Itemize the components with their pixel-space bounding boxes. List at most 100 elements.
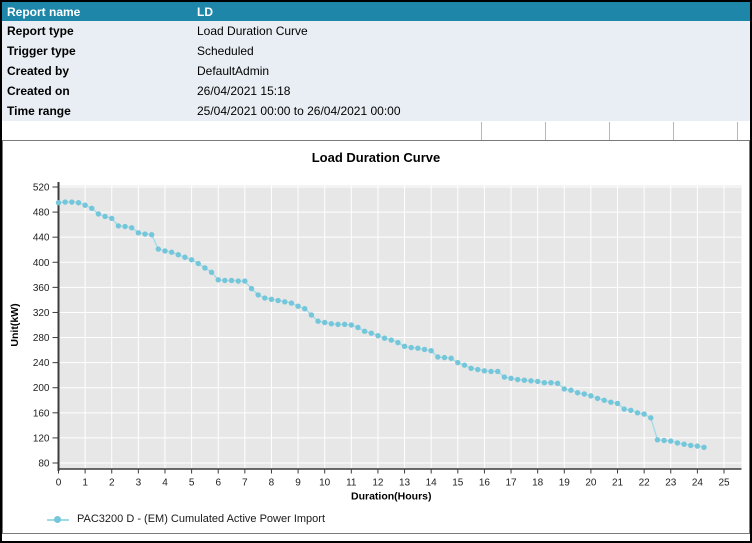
x-tick-label: 23 xyxy=(665,478,677,489)
data-point xyxy=(428,348,434,354)
data-point xyxy=(75,199,82,206)
x-tick-label: 2 xyxy=(109,478,115,489)
report-table-header-row: Report name LD xyxy=(2,2,750,21)
chart-panel: Load Duration Curve 80 120 160 200 240 280 320… xyxy=(2,140,750,534)
x-tick-label: 22 xyxy=(639,478,651,489)
data-point xyxy=(288,300,295,306)
data-point xyxy=(361,328,368,334)
row-label: Created by xyxy=(7,64,70,78)
data-point xyxy=(421,346,428,353)
data-point xyxy=(188,257,195,263)
data-point xyxy=(608,399,614,405)
data-point xyxy=(548,380,554,386)
data-point xyxy=(521,377,528,383)
data-point xyxy=(55,199,62,206)
data-point xyxy=(242,278,248,284)
row-value: DefaultAdmin xyxy=(197,64,270,78)
data-point xyxy=(275,297,281,304)
data-point xyxy=(488,368,494,375)
data-point xyxy=(202,265,208,271)
data-point xyxy=(415,345,421,351)
plot-area xyxy=(58,185,742,469)
data-point xyxy=(248,285,255,292)
data-point xyxy=(554,380,561,387)
x-tick-label: 21 xyxy=(612,478,624,489)
data-point xyxy=(162,248,168,254)
data-point xyxy=(282,299,288,305)
data-point xyxy=(468,365,474,371)
data-point xyxy=(168,249,175,255)
data-point xyxy=(155,246,162,252)
table-row: Created on 26/04/2021 15:18 xyxy=(2,81,750,101)
data-point xyxy=(222,277,228,284)
data-point xyxy=(375,332,381,339)
data-point xyxy=(148,231,155,238)
data-point xyxy=(601,397,607,403)
data-point xyxy=(95,211,102,217)
table-row: Report type Load Duration Curve xyxy=(2,21,750,41)
data-point xyxy=(661,437,667,444)
data-point xyxy=(455,359,461,366)
x-tick-label: 3 xyxy=(136,478,142,489)
x-tick-label: 24 xyxy=(692,478,704,489)
data-point xyxy=(561,386,567,392)
data-point xyxy=(508,375,514,382)
y-axis-title: Unit(kW) xyxy=(9,303,21,346)
data-point xyxy=(328,321,335,327)
data-point xyxy=(408,344,414,351)
data-point xyxy=(102,213,108,220)
data-point xyxy=(89,205,95,212)
data-point xyxy=(295,303,301,309)
x-tick-label: 15 xyxy=(452,478,464,489)
y-tick-label: 320 xyxy=(33,308,50,319)
data-point xyxy=(614,400,621,407)
x-tick-label: 16 xyxy=(479,478,491,489)
empty-grid-row xyxy=(2,121,750,140)
grid-separator xyxy=(481,122,482,140)
grid-separator xyxy=(609,122,610,140)
y-tick-label: 240 xyxy=(33,358,50,369)
x-tick-label: 25 xyxy=(718,478,730,489)
data-point xyxy=(235,278,241,284)
report-table-rows: Report type Load Duration Curve Trigger ty… xyxy=(2,21,750,121)
data-point xyxy=(688,442,694,449)
x-tick-label: 0 xyxy=(56,478,62,489)
chart-legend: PAC3200 D - (EM) Cumulated Active Power … xyxy=(47,512,325,526)
y-tick-label: 480 xyxy=(33,208,50,219)
x-tick-label: 11 xyxy=(346,478,357,489)
table-row: Trigger type Scheduled xyxy=(2,41,750,61)
x-tick-label: 12 xyxy=(372,478,384,489)
row-label: Created on xyxy=(7,84,70,98)
data-point xyxy=(115,223,122,229)
data-point xyxy=(268,296,275,302)
grid-separator xyxy=(737,122,738,140)
data-point xyxy=(175,252,181,258)
row-value: Scheduled xyxy=(197,44,254,58)
data-point xyxy=(634,410,641,416)
data-point xyxy=(701,444,707,451)
data-point xyxy=(694,443,701,449)
x-tick-label: 17 xyxy=(505,478,517,489)
data-point xyxy=(315,318,321,324)
data-point xyxy=(475,366,481,373)
data-point xyxy=(262,295,268,301)
row-value: 25/04/2021 00:00 to 26/04/2021 00:00 xyxy=(197,104,401,118)
data-point xyxy=(129,225,135,231)
report-name-label: Report name xyxy=(7,4,81,19)
data-point xyxy=(514,376,521,383)
data-point xyxy=(255,292,261,298)
data-point xyxy=(481,368,488,374)
data-point xyxy=(534,378,541,385)
chart-title: Load Duration Curve xyxy=(311,150,441,165)
data-point xyxy=(62,199,68,205)
data-point xyxy=(594,395,601,402)
data-point xyxy=(568,387,574,393)
data-point xyxy=(302,305,308,312)
data-point xyxy=(381,335,388,341)
x-tick-label: 14 xyxy=(426,478,438,489)
row-value: Load Duration Curve xyxy=(197,24,308,38)
data-point xyxy=(441,354,448,361)
data-point xyxy=(588,393,594,399)
